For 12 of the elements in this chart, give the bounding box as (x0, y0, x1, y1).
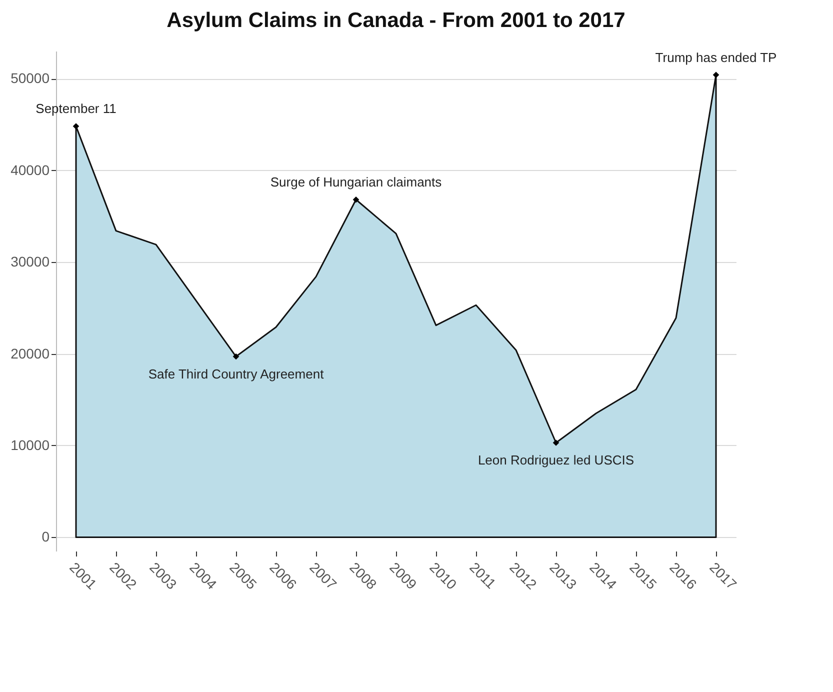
chart-title: Asylum Claims in Canada - From 2001 to 2017 (166, 9, 626, 32)
y-tick-label: 0 (42, 528, 50, 545)
y-tick-label: 20000 (10, 345, 50, 362)
annotation: Safe Third Country Agreement (148, 366, 324, 382)
y-tick-label: 40000 (10, 162, 50, 178)
y-tick-label: 50000 (10, 70, 50, 86)
annotation: September 11 (36, 101, 116, 116)
y-tick-label: 10000 (10, 436, 50, 453)
annotation: Leon Rodriguez led USCIS (478, 452, 634, 468)
y-tick-label: 30000 (10, 254, 50, 270)
annotation: Surge of Hungarian claimants (270, 174, 442, 190)
annotation: Trump has ended TP (655, 50, 777, 65)
